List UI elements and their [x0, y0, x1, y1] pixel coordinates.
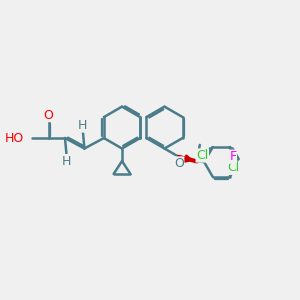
Text: O: O — [174, 157, 184, 170]
Text: H: H — [62, 154, 71, 168]
Text: Cl: Cl — [196, 149, 208, 162]
Text: H: H — [78, 119, 88, 132]
Text: HO: HO — [4, 131, 24, 145]
Text: F: F — [229, 150, 236, 163]
Text: Cl: Cl — [227, 161, 240, 174]
Text: O: O — [44, 109, 53, 122]
